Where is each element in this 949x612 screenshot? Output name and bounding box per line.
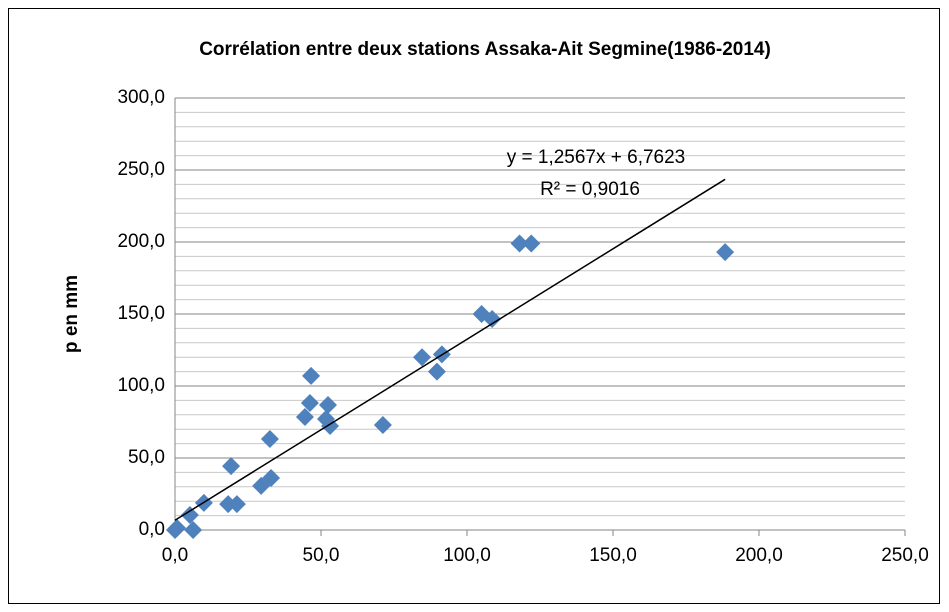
point <box>227 495 246 514</box>
point <box>373 416 392 435</box>
point <box>716 243 735 262</box>
x-tick-label: 50,0 <box>303 545 340 566</box>
x-tick-label: 100,0 <box>443 545 491 566</box>
trendline <box>174 178 726 521</box>
y-tick-label: 300,0 <box>117 87 165 108</box>
point <box>510 234 529 253</box>
point <box>483 310 502 329</box>
point <box>300 393 319 412</box>
point <box>319 396 338 415</box>
point <box>180 506 199 525</box>
point <box>302 366 321 385</box>
point <box>222 457 241 476</box>
trendline-r2: R² = 0,9016 <box>540 179 640 200</box>
x-tick-label: 250,0 <box>881 545 929 566</box>
y-tick-label: 250,0 <box>117 159 165 180</box>
y-tick-label: 150,0 <box>117 303 165 324</box>
trendline-equation: y = 1,2567x + 6,7623 <box>507 147 686 168</box>
point <box>168 518 187 537</box>
y-tick-label: 50,0 <box>128 447 165 468</box>
point <box>184 521 203 539</box>
point <box>262 469 281 488</box>
y-axis-label: p en mm <box>61 275 82 353</box>
chart-border <box>8 8 940 604</box>
x-tick-label: 0,0 <box>162 545 188 566</box>
point <box>260 429 279 448</box>
chart-title: Corrélation entre deux stations Assaka-A… <box>199 39 771 60</box>
point <box>413 348 432 367</box>
x-tick-label: 200,0 <box>735 545 783 566</box>
point <box>295 407 314 426</box>
point <box>522 234 541 253</box>
y-tick-label: 100,0 <box>117 375 165 396</box>
y-tick-label: 0,0 <box>139 519 165 540</box>
y-tick-label: 200,0 <box>117 231 165 252</box>
point <box>427 362 446 381</box>
x-tick-label: 150,0 <box>589 545 637 566</box>
